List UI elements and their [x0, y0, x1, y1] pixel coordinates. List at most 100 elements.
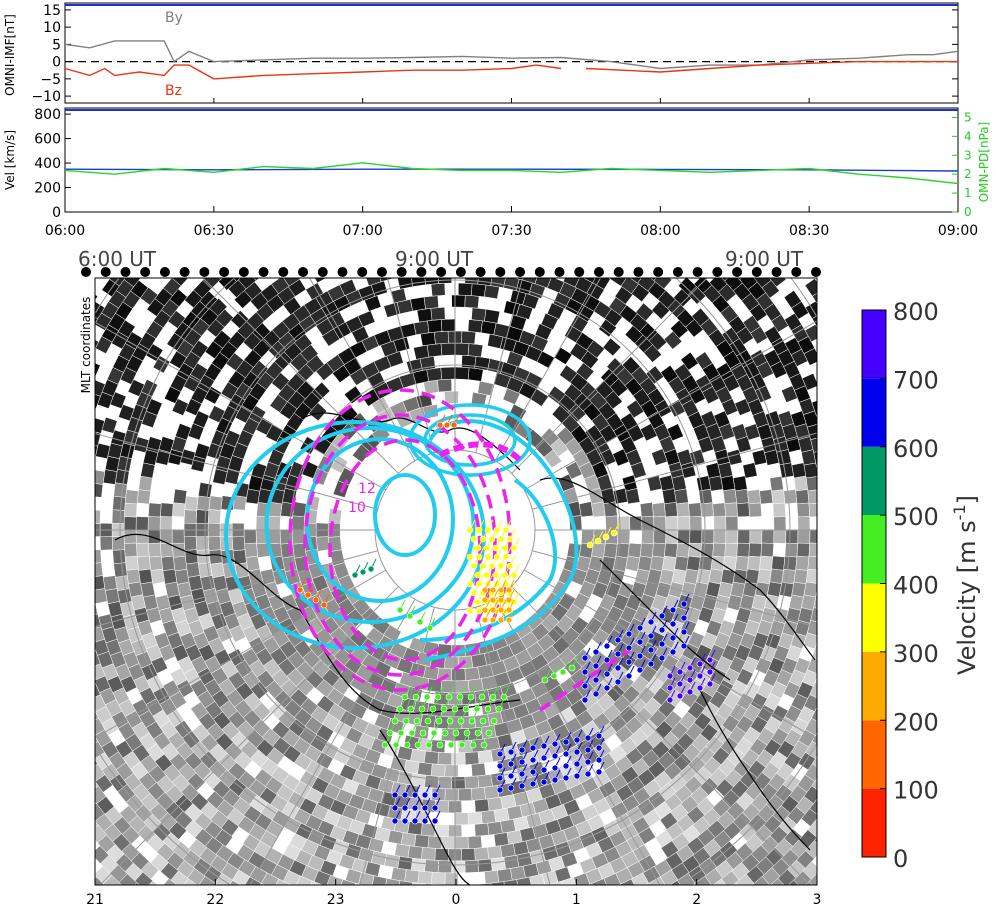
mlt-tick-label: 22: [206, 892, 224, 908]
velocity-vector-dot: [582, 683, 588, 689]
map-cell: [784, 556, 797, 571]
map-cell: [103, 576, 117, 591]
map-cell: [232, 537, 245, 551]
map-cell: [160, 516, 172, 530]
map-cell: [770, 569, 784, 584]
map-cell: [733, 476, 747, 491]
map-cell: [438, 777, 452, 790]
velocity-vector-dot: [497, 763, 503, 769]
mlt-tick-label: 3: [813, 892, 822, 908]
map-cell: [798, 517, 810, 531]
map-cell: [398, 856, 413, 870]
velocity-vector-dot: [481, 742, 487, 748]
velocity-vector-dot: [596, 745, 602, 751]
velocity-vector-dot: [563, 775, 569, 781]
map-cell: [536, 885, 552, 900]
map-cell: [816, 582, 830, 597]
velocity-vector-dot: [615, 665, 621, 671]
velocity-vector-dot: [552, 777, 558, 783]
velocity-vector-dot: [425, 718, 431, 724]
velocity-vector-dot: [493, 545, 499, 551]
map-cell: [666, 516, 678, 530]
velocity-vector-dot: [490, 607, 496, 613]
map-cell: [441, 367, 455, 380]
velocity-vector-dot: [468, 694, 474, 700]
map-cell: [604, 502, 618, 517]
colorbar-block: [862, 584, 886, 652]
map-cell: [161, 556, 174, 571]
map-cell: [471, 308, 486, 321]
map-cell: [737, 503, 750, 517]
timeline-dot: [811, 267, 821, 277]
map-cell: [124, 530, 136, 544]
map-cell: [408, 846, 423, 860]
velocity-vector-dot: [497, 751, 503, 757]
velocity-vector-dot: [687, 677, 693, 683]
map-cell: [818, 569, 832, 584]
colorbar-label: Velocity [m s-1]: [950, 495, 981, 675]
map-cell: [415, 835, 430, 848]
velocity-vector-dot: [508, 773, 514, 779]
velocity-vector-dot: [659, 641, 665, 647]
timeline-dot: [712, 267, 722, 277]
time-x-tick-label: 07:00: [342, 223, 382, 239]
timeline-dot: [357, 267, 367, 277]
velocity-vector-dot: [321, 602, 327, 608]
timeline-mid-label: 9:00 UT: [395, 247, 474, 271]
velocity-vector-dot: [402, 818, 408, 824]
map-cell: [208, 537, 221, 551]
imf-y-tick-label: −5: [40, 72, 61, 88]
map-cell: [465, 860, 479, 873]
map-cell: [714, 530, 726, 544]
velocity-vector-dot: [585, 759, 591, 765]
velocity-vector-dot: [475, 545, 481, 551]
map-cell: [745, 569, 759, 584]
map-cell: [428, 320, 443, 333]
mlt-tick-label: 23: [327, 892, 345, 908]
map-cell: [488, 846, 503, 860]
timeline-dot: [318, 267, 328, 277]
velocity-vector-dot: [498, 607, 504, 613]
velocity-vector-dot: [626, 631, 632, 637]
velocity-vector-dot: [502, 572, 508, 578]
map-cell: [749, 543, 762, 557]
map-cell: [438, 885, 452, 897]
by-label: By: [165, 10, 183, 26]
map-cell: [103, 470, 117, 485]
timeline-dot: [377, 267, 387, 277]
map-cell: [136, 530, 148, 544]
velocity-panel: 0 200 400 600 800 0 1 2 3 4 5 06:00 06:30 07:00 07:3…: [3, 98, 991, 239]
time-x-tick-label: 06:30: [194, 223, 234, 239]
pdyn-y-tick-label: 4: [964, 129, 972, 143]
velocity-vector-dot: [392, 805, 398, 811]
map-cell: [484, 786, 499, 800]
map-cell: [411, 858, 426, 871]
map-cell: [421, 847, 435, 860]
map-cell: [148, 516, 160, 530]
velocity-vector-dot: [387, 730, 393, 736]
map-cell: [209, 550, 222, 565]
map-cell: [806, 476, 820, 491]
velocity-vector-dot: [471, 536, 477, 542]
velocity-vector-dot: [593, 691, 599, 697]
velocity-vector-dot: [392, 792, 398, 798]
map-cell: [420, 332, 435, 346]
imf-y-tick-label: 0: [52, 55, 61, 71]
velocity-vector-dot: [637, 653, 643, 659]
velocity-vector-dot: [484, 572, 490, 578]
velocity-vector-dot: [435, 694, 441, 700]
timeline-dot: [495, 267, 505, 277]
map-cell: [115, 576, 129, 591]
map-cell: [233, 550, 247, 565]
map-cell: [785, 543, 798, 557]
map-cell: [441, 343, 455, 356]
map-cell: [666, 530, 678, 544]
map-cell: [149, 556, 162, 571]
map-cell: [809, 503, 822, 517]
colorbar: 0100200300400500600700800 Velocity [m s-…: [862, 298, 981, 873]
map-cell: [662, 489, 676, 504]
map-cell: [136, 517, 148, 531]
map-cell: [115, 469, 129, 484]
imf-y-tick-label: 5: [52, 37, 61, 53]
velocity-vector-dot: [393, 742, 399, 748]
